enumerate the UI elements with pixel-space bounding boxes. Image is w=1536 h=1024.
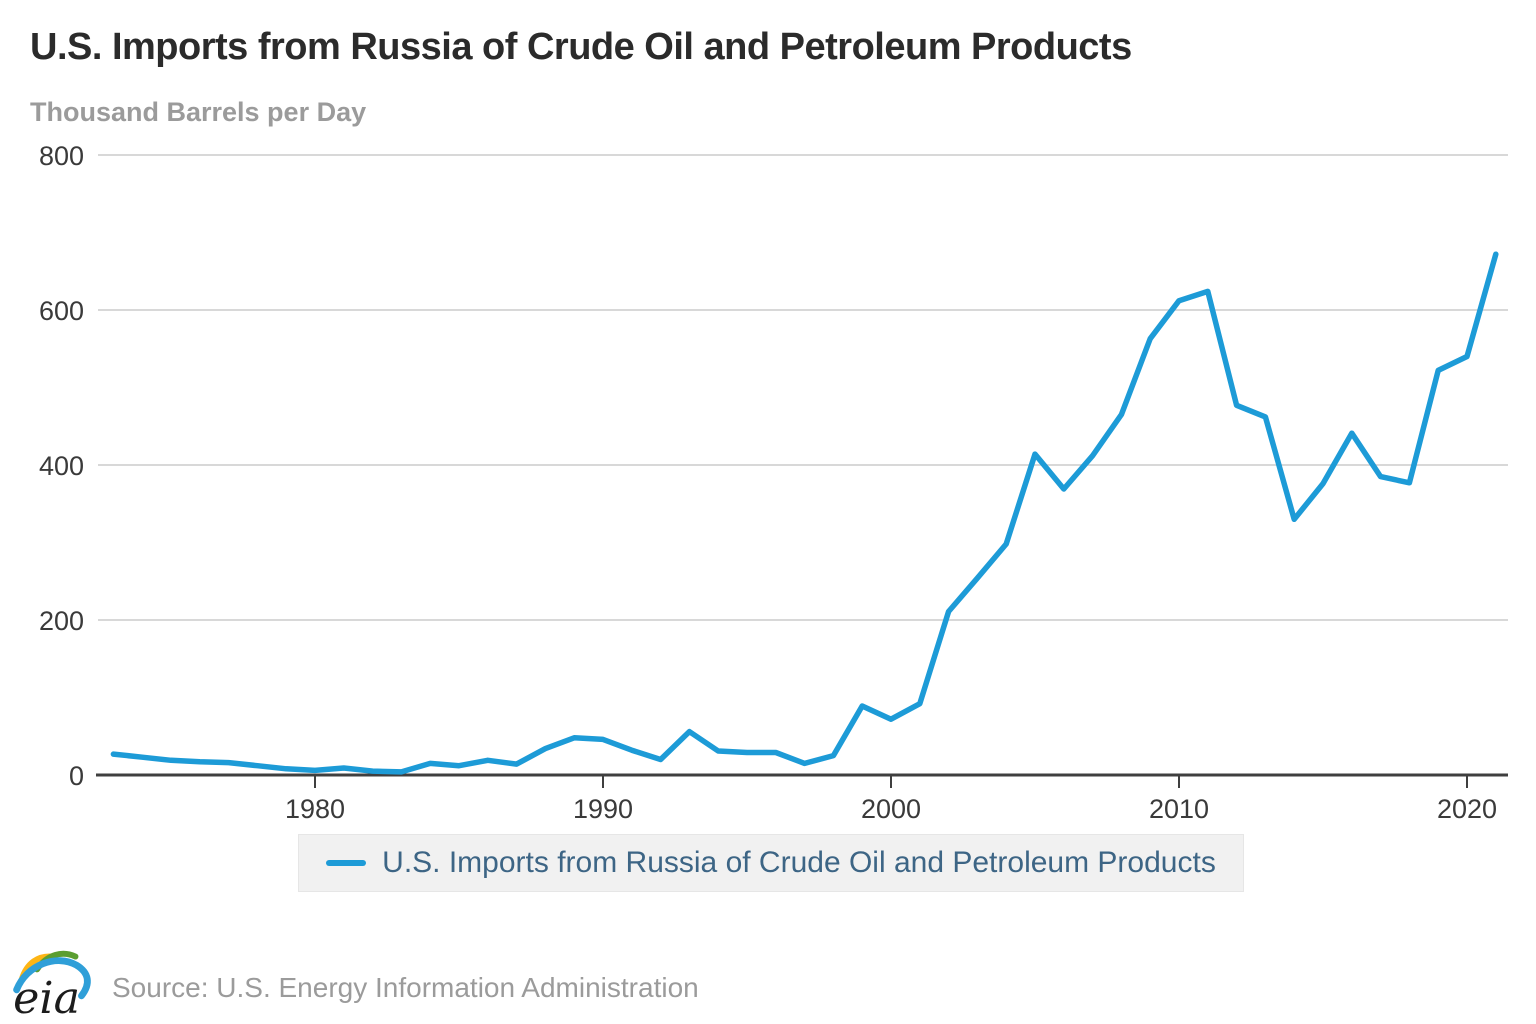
eia-logo-blue-arc-icon [13,957,91,1000]
y-tick-label: 600 [39,296,84,326]
legend: U.S. Imports from Russia of Crude Oil an… [298,834,1244,892]
x-tick-label: 1980 [285,794,345,824]
chart-title: U.S. Imports from Russia of Crude Oil an… [30,26,1132,68]
y-tick-label: 0 [69,761,84,791]
x-tick-label: 2000 [861,794,921,824]
y-tick-label: 400 [39,451,84,481]
data-line-series [110,251,1499,775]
chart-y-axis-unit-label: Thousand Barrels per Day [30,97,367,127]
x-tick-label: 2010 [1149,794,1209,824]
y-tick-label: 800 [39,141,84,171]
legend-label: U.S. Imports from Russia of Crude Oil an… [382,846,1216,879]
source-attribution: Source: U.S. Energy Information Administ… [112,972,699,1003]
eia-logo-text: eia [13,973,80,1018]
x-tick-label: 1990 [573,794,633,824]
legend-line-swatch-icon [326,860,367,866]
x-tick-label: 2020 [1437,794,1497,824]
y-tick-label: 200 [39,606,84,636]
eia-logo: eia [13,950,91,1018]
